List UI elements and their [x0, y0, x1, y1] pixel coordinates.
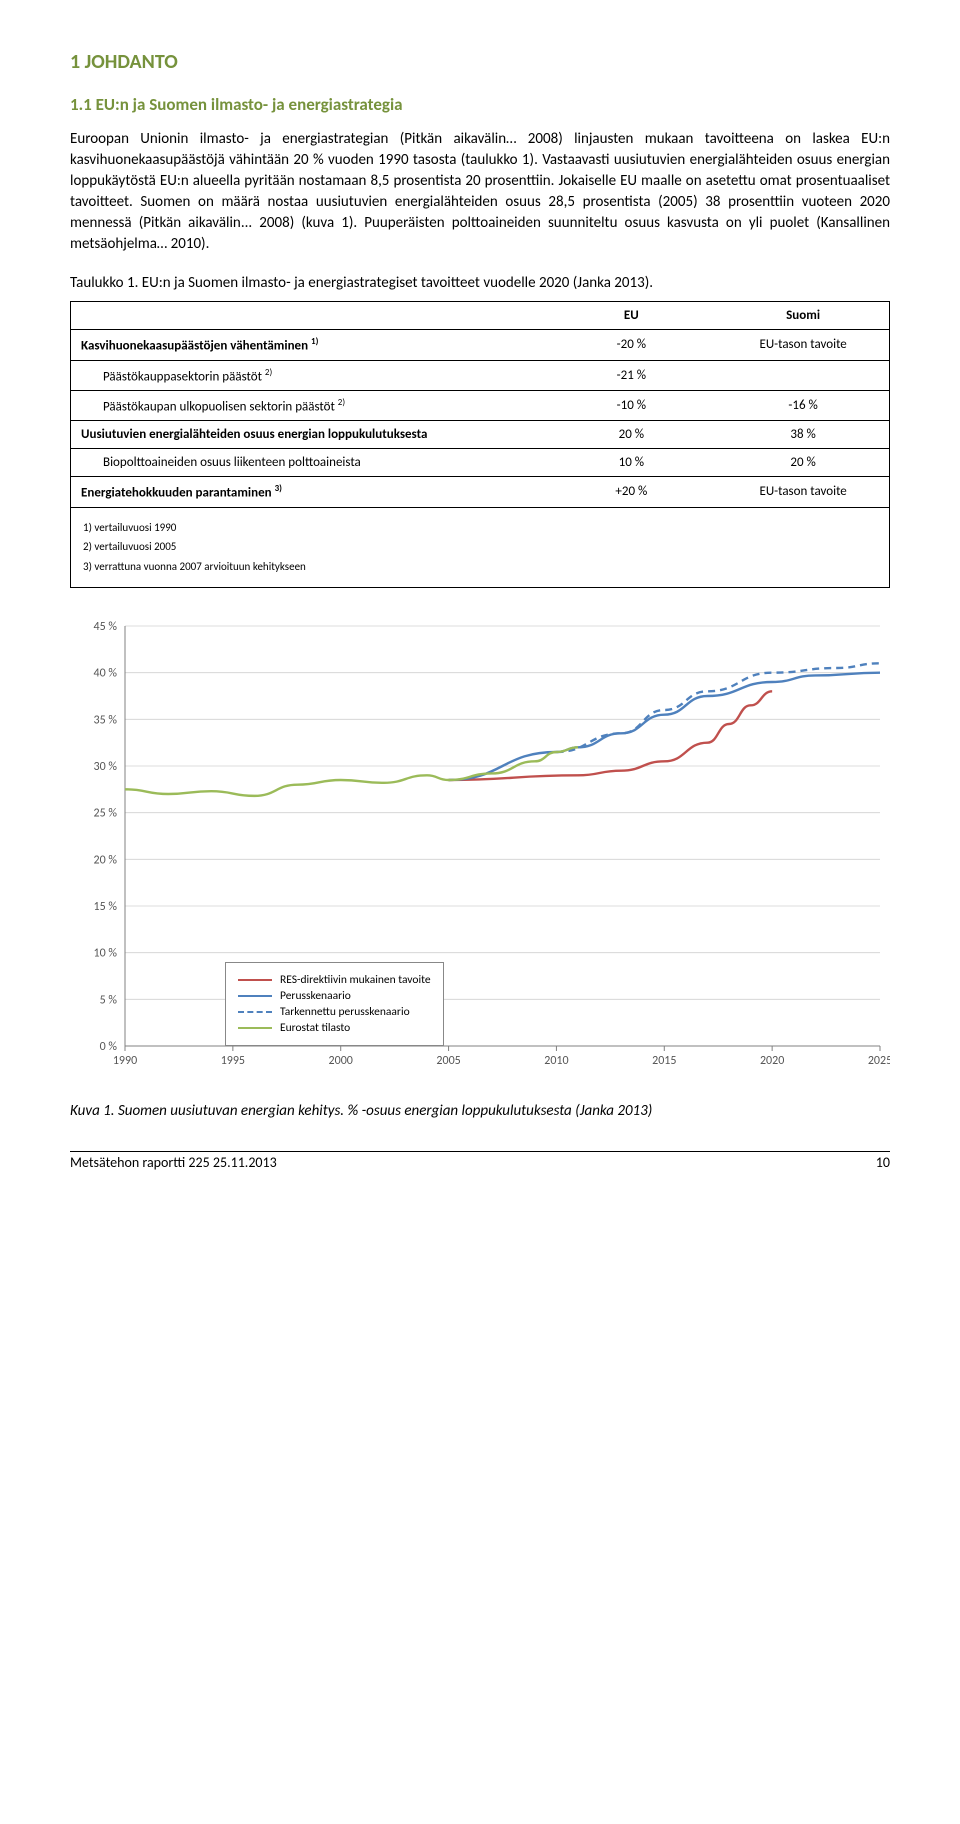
- svg-text:2000: 2000: [329, 1054, 353, 1068]
- svg-text:35 %: 35 %: [94, 713, 118, 727]
- svg-text:2025: 2025: [868, 1054, 890, 1068]
- body-paragraph: Euroopan Unionin ilmasto- ja energiastra…: [70, 129, 890, 255]
- row-label: Energiatehokkuuden parantaminen 3): [71, 477, 545, 507]
- heading-1: 1 JOHDANTO: [70, 50, 890, 74]
- row-suomi: 20 %: [717, 449, 889, 477]
- table-header-suomi: Suomi: [717, 302, 889, 330]
- legend-label: Perusskenaario: [280, 989, 351, 1003]
- svg-text:40 %: 40 %: [94, 667, 118, 681]
- table-header-eu: EU: [545, 302, 717, 330]
- chart-legend: RES-direktiivin mukainen tavoite Perusske…: [225, 962, 444, 1046]
- row-label: Biopolttoaineiden osuus liikenteen poltt…: [71, 449, 545, 477]
- footer-left: Metsätehon raportti 225 25.11.2013: [70, 1154, 277, 1171]
- footer-right: 10: [876, 1154, 890, 1171]
- legend-item: Perusskenaario: [238, 989, 431, 1003]
- svg-text:15 %: 15 %: [94, 900, 118, 914]
- table-row: Päästökauppasektorin päästöt 2)-21 %: [71, 360, 889, 390]
- heading-2: 1.1 EU:n ja Suomen ilmasto- ja energiast…: [70, 94, 890, 115]
- legend-label: RES-direktiivin mukainen tavoite: [280, 973, 431, 987]
- svg-text:2005: 2005: [436, 1054, 460, 1068]
- svg-text:5 %: 5 %: [100, 993, 118, 1007]
- table-header-row: EU Suomi: [71, 302, 889, 330]
- svg-text:2015: 2015: [652, 1054, 676, 1068]
- row-eu: -21 %: [545, 360, 717, 390]
- page-footer: Metsätehon raportti 225 25.11.2013 10: [70, 1151, 890, 1171]
- svg-text:0 %: 0 %: [100, 1040, 118, 1054]
- line-chart: 0 % 5 % 10 % 15 % 20 % 25 % 30 % 35 % 40 % 45 % 19…: [70, 616, 890, 1076]
- svg-text:25 %: 25 %: [94, 807, 118, 821]
- figure-caption: Kuva 1. Suomen uusiutuvan energian kehit…: [70, 1101, 890, 1121]
- row-label: Päästökauppasektorin päästöt 2): [71, 360, 545, 390]
- row-suomi: EU-tason tavoite: [717, 330, 889, 360]
- table-header-empty: [71, 302, 545, 330]
- row-label: Päästökaupan ulkopuolisen sektorin pääst…: [71, 390, 545, 420]
- legend-item: Eurostat tilasto: [238, 1021, 431, 1035]
- svg-text:30 %: 30 %: [94, 760, 118, 774]
- strategy-table: EU Suomi Kasvihuonekaasupäästöjen vähent…: [70, 301, 890, 588]
- row-eu: -10 %: [545, 390, 717, 420]
- strategy-table-inner: EU Suomi Kasvihuonekaasupäästöjen vähent…: [71, 302, 889, 507]
- legend-item: Tarkennettu perusskenaario: [238, 1005, 431, 1019]
- legend-label: Eurostat tilasto: [280, 1021, 350, 1035]
- svg-text:45 %: 45 %: [94, 620, 118, 634]
- table-row: Päästökaupan ulkopuolisen sektorin pääst…: [71, 390, 889, 420]
- svg-text:1990: 1990: [113, 1054, 137, 1068]
- table-footnotes: 1) vertailuvuosi 19902) vertailuvuosi 20…: [71, 508, 889, 587]
- svg-text:2020: 2020: [760, 1054, 784, 1068]
- svg-text:2010: 2010: [544, 1054, 568, 1068]
- svg-text:10 %: 10 %: [94, 947, 118, 961]
- row-suomi: -16 %: [717, 390, 889, 420]
- chart-container: 0 % 5 % 10 % 15 % 20 % 25 % 30 % 35 % 40 % 45 % 19…: [70, 616, 890, 1081]
- row-eu: -20 %: [545, 330, 717, 360]
- row-label: Kasvihuonekaasupäästöjen vähentäminen 1): [71, 330, 545, 360]
- row-eu: 10 %: [545, 449, 717, 477]
- table-caption: Taulukko 1. EU:n ja Suomen ilmasto- ja e…: [70, 273, 890, 293]
- table-row: Kasvihuonekaasupäästöjen vähentäminen 1)…: [71, 330, 889, 360]
- legend-label: Tarkennettu perusskenaario: [280, 1005, 410, 1019]
- row-label: Uusiutuvien energialähteiden osuus energ…: [71, 421, 545, 449]
- row-eu: 20 %: [545, 421, 717, 449]
- table-row: Uusiutuvien energialähteiden osuus energ…: [71, 421, 889, 449]
- row-suomi: EU-tason tavoite: [717, 477, 889, 507]
- legend-item: RES-direktiivin mukainen tavoite: [238, 973, 431, 987]
- table-row: Energiatehokkuuden parantaminen 3)+20 %E…: [71, 477, 889, 507]
- row-eu: +20 %: [545, 477, 717, 507]
- row-suomi: 38 %: [717, 421, 889, 449]
- svg-text:20 %: 20 %: [94, 853, 118, 867]
- svg-text:1995: 1995: [221, 1054, 245, 1068]
- table-row: Biopolttoaineiden osuus liikenteen poltt…: [71, 449, 889, 477]
- row-suomi: [717, 360, 889, 390]
